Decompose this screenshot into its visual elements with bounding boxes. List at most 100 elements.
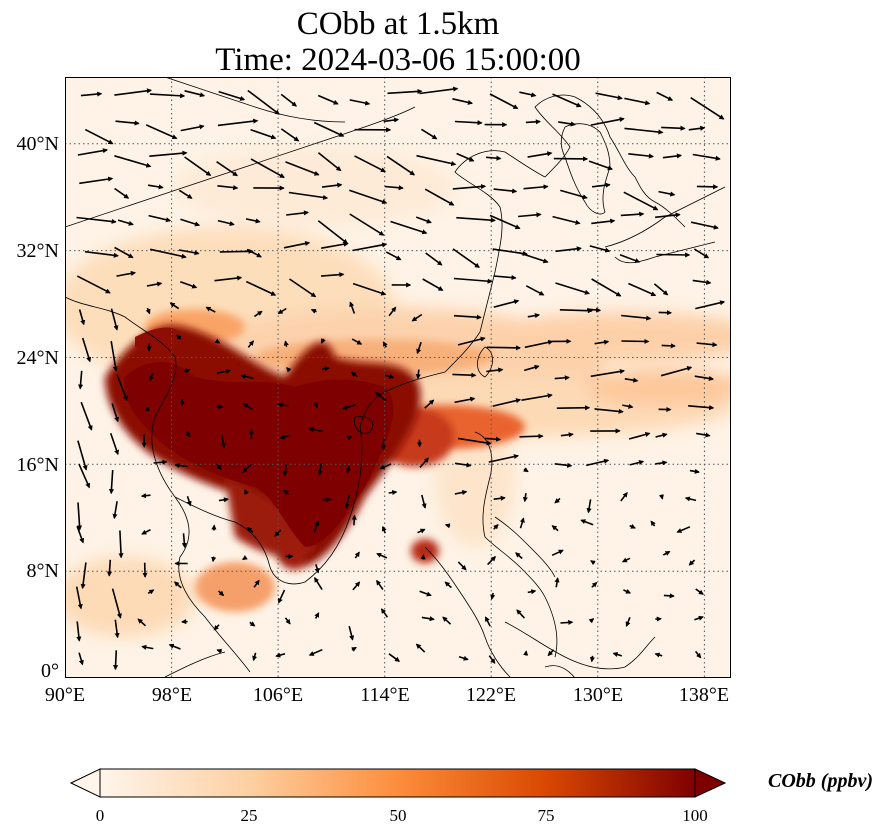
wind-arrow: [245, 218, 261, 224]
wind-arrow: [591, 218, 616, 225]
wind-arrow: [351, 646, 357, 652]
wind-arrow: [242, 464, 252, 474]
wind-arrow: [349, 213, 385, 236]
wind-arrow: [383, 117, 400, 123]
wind-arrow: [145, 124, 178, 140]
map-title-line-1: CObb at 1.5km: [296, 6, 500, 42]
wind-arrow: [115, 120, 140, 126]
wind-arrow: [560, 619, 574, 626]
wind-arrow: [246, 248, 262, 258]
wind-arrow: [454, 120, 483, 126]
wind-arrow: [216, 404, 224, 410]
wind-arrow: [444, 581, 452, 589]
wind-arrow: [456, 216, 496, 223]
wind-arrow: [411, 313, 423, 322]
wind-arrow: [416, 154, 457, 167]
wind-arrow: [320, 272, 345, 278]
wind-arrow: [456, 152, 475, 162]
concentration-field: [65, 147, 731, 637]
wind-arrow: [214, 275, 243, 282]
wind-arrow: [279, 434, 291, 440]
wind-arrow: [628, 282, 657, 297]
wind-arrow: [488, 454, 520, 463]
wind-arrow: [421, 616, 435, 622]
wind-arrow: [419, 457, 429, 468]
wind-arrow: [452, 183, 487, 190]
wind-arrow: [379, 463, 392, 470]
wind-arrow: [283, 340, 289, 347]
wind-arrow: [692, 153, 721, 161]
wind-arrow: [114, 246, 134, 259]
wind-arrow: [247, 89, 280, 115]
wind-arrow: [619, 254, 641, 263]
wind-arrow: [84, 250, 119, 258]
wind-arrow: [658, 190, 676, 197]
wind-arrow: [661, 125, 686, 131]
wind-arrow: [554, 497, 561, 504]
lon-label-138e: 138°E: [678, 684, 730, 706]
wind-arrow: [454, 489, 468, 496]
wind-arrow: [387, 88, 423, 95]
wind-arrow: [489, 93, 519, 110]
wind-arrow: [277, 402, 289, 408]
colorbar-tick-25: 25: [240, 806, 258, 825]
wind-arrow: [419, 590, 432, 597]
wind-arrow: [321, 366, 330, 372]
wind-arrow: [388, 306, 397, 317]
wind-arrow: [484, 616, 491, 627]
wind-arrow: [452, 248, 480, 268]
wind-arrow: [655, 432, 668, 438]
wind-arrow: [487, 555, 497, 566]
colorbar: [69, 768, 727, 798]
wind-arrow: [654, 652, 663, 658]
wind-arrow: [112, 501, 118, 520]
wind-arrow: [688, 559, 696, 566]
wind-arrow: [493, 523, 499, 530]
wind-arrow: [249, 621, 256, 627]
wind-arrow: [288, 191, 329, 200]
wind-arrow: [274, 529, 282, 537]
wind-arrow: [592, 182, 611, 188]
wind-arrow: [349, 189, 388, 204]
wind-arrow: [216, 648, 222, 654]
wind-arrow: [385, 251, 402, 261]
wind-arrow: [181, 533, 187, 549]
wind-arrow: [146, 343, 152, 352]
lat-label-8n: 8°N: [26, 560, 59, 582]
colorbar-svg: [69, 768, 727, 798]
wind-arrow: [676, 526, 691, 533]
wind-arrow: [486, 367, 504, 373]
wind-arrow: [346, 435, 353, 441]
wind-arrow: [628, 432, 651, 440]
gridlines: [65, 77, 731, 678]
wind-arrow: [141, 644, 154, 650]
wind-arrow: [425, 252, 443, 266]
wind-arrow: [75, 586, 83, 610]
wind-arrow: [527, 589, 537, 595]
wind-arrow: [348, 626, 355, 641]
wind-arrow: [662, 550, 671, 556]
wind-arrow: [424, 399, 435, 409]
wind-arrow: [661, 343, 676, 349]
wind-arrow: [118, 530, 124, 559]
wind-arrow: [454, 462, 472, 468]
wind-arrow: [424, 188, 455, 206]
wind-arrow: [525, 119, 541, 125]
wind-arrow: [114, 155, 152, 168]
wind-arrow: [415, 643, 426, 653]
wind-arrow: [523, 184, 549, 190]
wind-arrow: [555, 282, 590, 295]
wind-arrow: [144, 406, 150, 412]
wind-arrow: [76, 216, 117, 224]
wind-arrow: [147, 184, 164, 190]
wind-arrow: [523, 467, 529, 473]
wind-arrow: [178, 189, 193, 199]
wind-arrow: [218, 497, 230, 503]
wind-arrow: [77, 440, 88, 471]
wind-arrow: [78, 309, 86, 326]
wind-arrow: [484, 436, 502, 442]
wind-arrow: [656, 91, 674, 101]
wind-arrow: [252, 652, 258, 662]
wind-arrow: [84, 128, 114, 145]
wind-arrow: [415, 369, 421, 380]
